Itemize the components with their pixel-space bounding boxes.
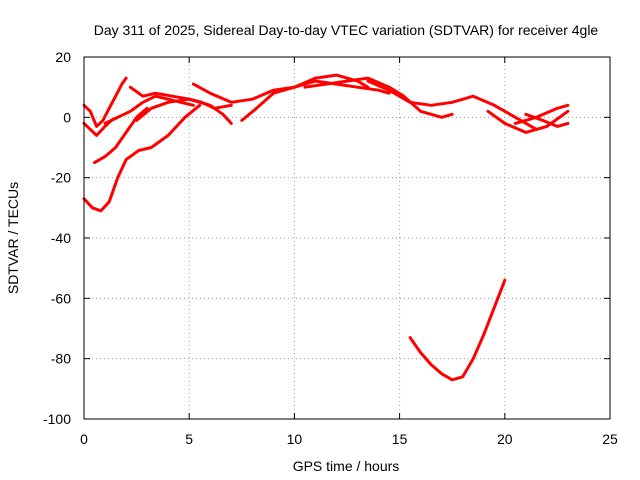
plot-frame <box>83 56 611 420</box>
y-tick-label: -100 <box>43 411 71 427</box>
chart-title: Day 311 of 2025, Sidereal Day-to-day VTE… <box>94 22 599 38</box>
series-arc-10 <box>303 76 454 119</box>
y-tick-label: 0 <box>63 109 71 125</box>
series-arc-4 <box>93 106 149 165</box>
y-tick-label: -80 <box>51 351 71 367</box>
series-arc-15 <box>524 112 570 128</box>
x-tick-label: 20 <box>497 431 513 447</box>
series-arc-6 <box>128 85 233 110</box>
series-arc-14 <box>513 103 570 125</box>
y-tick-label: -20 <box>51 170 71 186</box>
series-arc-13 <box>486 109 570 134</box>
series-arc-12 <box>408 278 507 382</box>
y-tick-label: -60 <box>51 290 71 306</box>
grid <box>84 57 610 419</box>
x-tick-label: 25 <box>602 431 618 447</box>
series-arc-7 <box>135 97 233 125</box>
x-tick-label: 15 <box>392 431 408 447</box>
series-arc-2 <box>82 76 128 128</box>
series-arc-1 <box>82 103 202 213</box>
y-axis-label: SDTVAR / TECUs <box>5 182 21 294</box>
series-arc-11 <box>366 79 538 131</box>
data-series <box>82 73 570 382</box>
x-tick-label: 10 <box>287 431 303 447</box>
series-arc-8 <box>191 79 391 104</box>
axis-ticks: 0 5 10 15 20 25 20 0 -20 -40 -60 -80 -100 <box>43 49 618 447</box>
y-tick-label: 20 <box>55 49 71 65</box>
y-tick-label: -40 <box>51 230 71 246</box>
x-tick-label: 0 <box>80 431 88 447</box>
x-tick-label: 5 <box>185 431 193 447</box>
x-axis-label: GPS time / hours <box>293 458 400 474</box>
